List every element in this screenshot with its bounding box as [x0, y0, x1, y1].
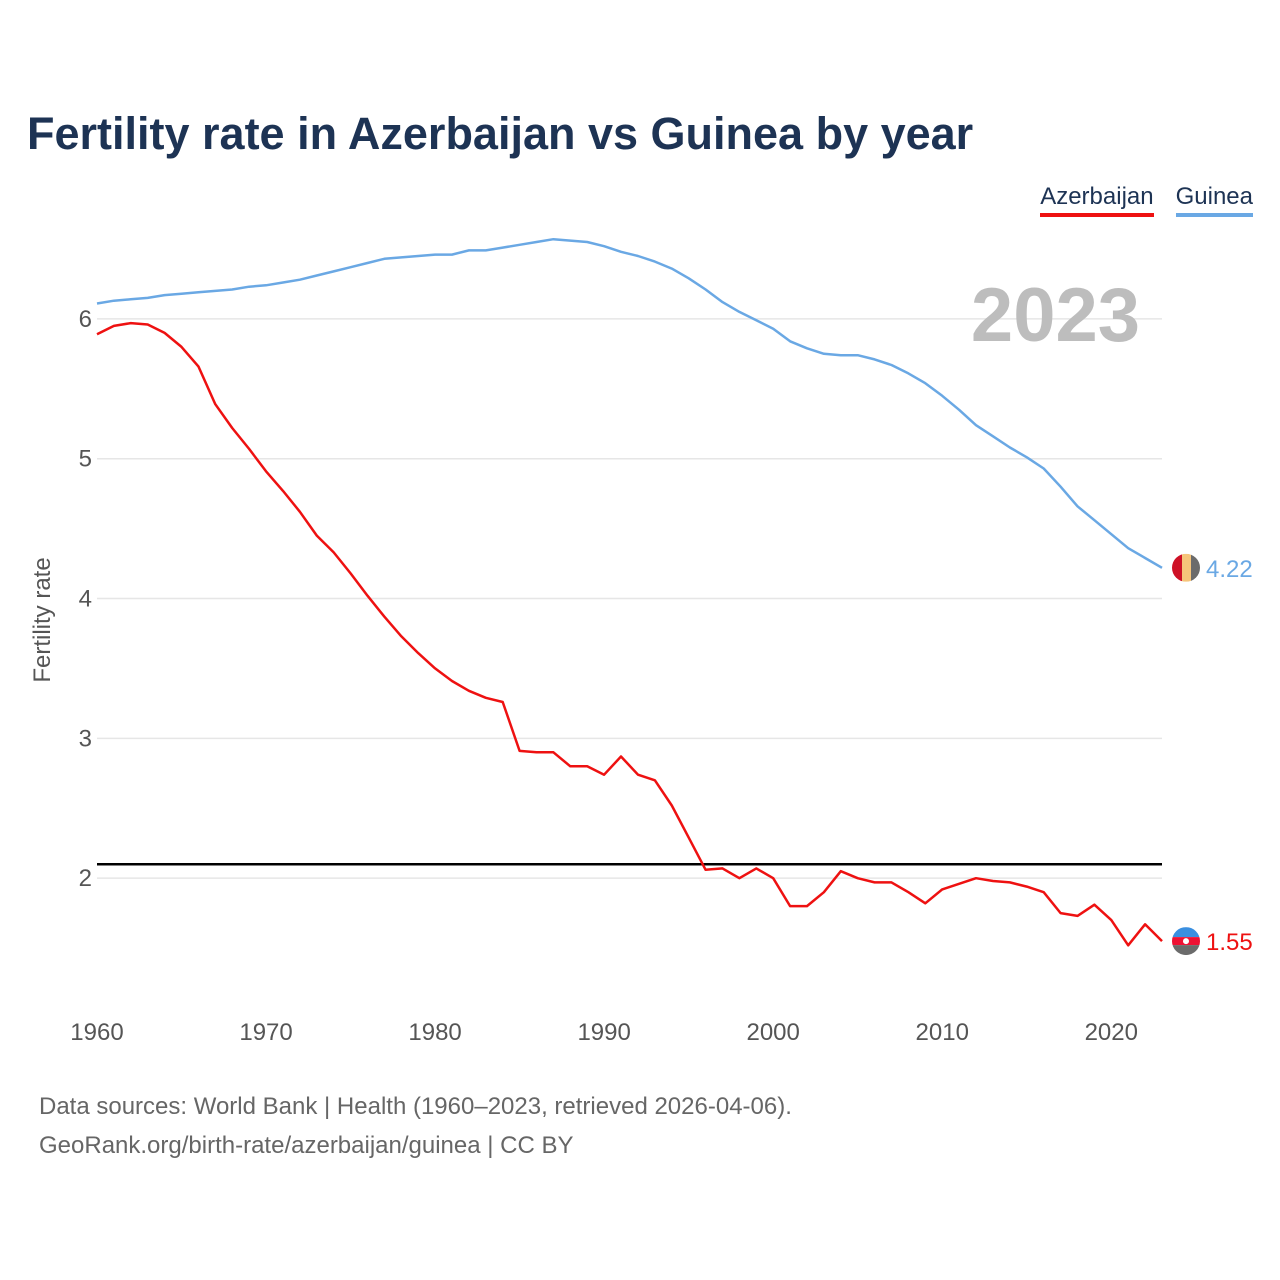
- legend-item-azerbaijan[interactable]: Azerbaijan: [1040, 183, 1154, 217]
- legend-item-guinea[interactable]: Guinea: [1175, 183, 1253, 217]
- source-link[interactable]: GeoRank.org/birth-rate/azerbaijan/guinea…: [39, 1132, 574, 1159]
- y-axis-ticks: 2 3 4 5 6: [79, 306, 92, 892]
- x-tick-label: 1980: [408, 1019, 461, 1046]
- x-tick-label: 1970: [239, 1019, 292, 1046]
- end-value-label-guinea: 4.22: [1206, 556, 1253, 583]
- year-label: 2023: [971, 273, 1140, 358]
- source-text: Data sources: World Bank | Health (1960–…: [39, 1093, 792, 1120]
- y-axis-label: Fertility rate: [29, 557, 56, 682]
- series-line-guinea[interactable]: [96, 237, 1163, 569]
- flag-azerbaijan-icon: [1172, 927, 1200, 956]
- x-tick-label: 2020: [1085, 1019, 1138, 1046]
- grid-lines: [97, 318, 1162, 879]
- y-tick-label: 4: [79, 586, 92, 613]
- x-axis-ticks: 1960 1970 1980 1990 2000 2010 2020: [70, 1019, 1138, 1046]
- end-value-label-azerbaijan: 1.55: [1206, 929, 1253, 956]
- legend: Azerbaijan Guinea: [1040, 183, 1253, 217]
- y-tick-label: 3: [79, 725, 92, 752]
- x-tick-label: 1990: [577, 1019, 630, 1046]
- end-markers: 1.55 4.22: [1172, 553, 1253, 956]
- source-note: Data sources: World Bank | Health (1960–…: [39, 1087, 792, 1165]
- flag-guinea-icon: [1172, 553, 1200, 582]
- chart-title: Fertility rate in Azerbaijan vs Guinea b…: [27, 108, 974, 159]
- x-tick-label: 2000: [746, 1019, 799, 1046]
- series-lines: [96, 237, 1163, 947]
- y-tick-label: 6: [79, 306, 92, 333]
- y-tick-label: 5: [79, 446, 92, 473]
- series-line-azerbaijan[interactable]: [96, 321, 1163, 947]
- x-tick-label: 1960: [70, 1019, 123, 1046]
- line-chart: 2 3 4 5 6 1960 1970 1980 1990 2000 2010 2020 Ferti…: [29, 237, 1253, 1046]
- x-tick-label: 2010: [916, 1019, 969, 1046]
- y-tick-label: 2: [79, 865, 92, 892]
